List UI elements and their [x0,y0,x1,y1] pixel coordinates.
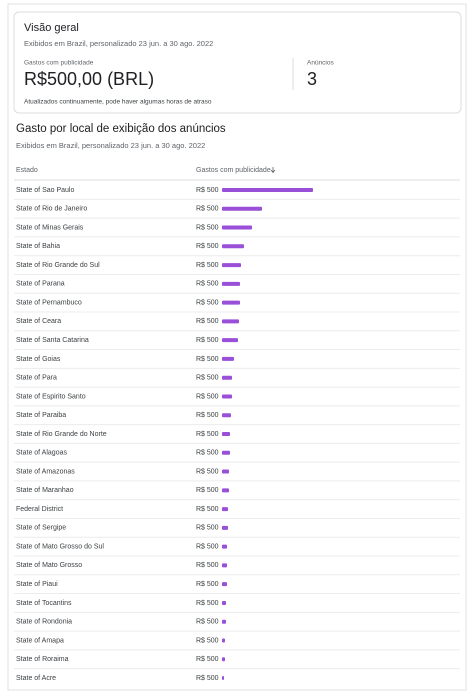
state-name: Federal District [16,506,63,513]
spend-amount: R$ 500 [196,525,219,532]
spend-bar [222,488,229,493]
spend-value: R$500,00 (BRL) [24,69,154,89]
state-name: State of Rondonia [16,619,72,626]
spend-amount: R$ 500 [196,337,219,344]
spend-amount: R$ 500 [196,468,219,475]
section-subtitle: Exibidos em Brazil, personalizado 23 jun… [16,141,205,150]
spend-bar [222,432,230,437]
spend-bar [222,582,227,587]
spend-amount: R$ 500 [196,299,219,306]
state-name: State of Minas Gerais [16,224,84,231]
state-name: State of Bahia [16,243,60,250]
spend-bar [222,319,239,324]
spend-bar [222,563,227,568]
state-name: State of Alagoas [16,450,67,457]
state-name: State of Piaui [16,581,58,588]
state-name: State of Rio de Janeiro [16,206,87,213]
spend-amount: R$ 500 [196,619,219,626]
spend-bar [222,544,227,549]
spend-amount: R$ 500 [196,581,219,588]
overview-note: Atualizados continuamente, pode haver al… [24,99,212,106]
spend-bar [222,676,224,681]
overview-title: Visão geral [24,22,79,34]
spend-amount: R$ 500 [196,562,219,569]
state-name: State of Pernambuco [16,299,82,306]
spend-amount: R$ 500 [196,281,219,288]
state-name: State of Paraiba [16,412,66,419]
state-name: State of Sao Paulo [16,187,74,194]
state-name: State of Espirito Santo [16,393,86,400]
spend-amount: R$ 500 [196,412,219,419]
state-name: State of Amapa [16,637,64,644]
spend-bar [222,413,231,418]
spend-bar [222,600,226,605]
spend-bar [222,375,232,380]
spend-bar [222,507,228,512]
spend-bar [222,469,229,474]
spend-amount: R$ 500 [196,262,219,269]
ads-value: 3 [307,69,317,89]
panel-frame [7,3,467,691]
spend-bar [222,225,252,230]
spend-label: Gastos com publicidade [24,60,94,67]
spend-bar [222,300,240,305]
spend-bar [222,338,238,343]
column-header: Estado [16,167,38,174]
state-name: State of Ceara [16,318,61,325]
spend-amount: R$ 500 [196,450,219,457]
column-header[interactable]: Gastos com publicidade [196,167,271,174]
ads-label: Anúncios [307,60,334,67]
sort-arrow[interactable] [270,167,276,174]
state-name: State of Mato Grosso [16,562,82,569]
overview-subtitle: Exibidos em Brazil, personalizado 23 jun… [24,39,213,48]
state-name: State of Roraima [16,656,69,663]
state-name: State of Goias [16,356,61,363]
state-name: State of Mato Grosso do Sul [16,543,104,550]
spend-amount: R$ 500 [196,431,219,438]
spend-amount: R$ 500 [196,224,219,231]
spend-bar [222,619,226,624]
spend-bar [222,394,232,399]
spend-bar [222,450,230,455]
spend-bar [222,188,313,192]
overview-card [13,11,462,114]
spend-amount: R$ 500 [196,600,219,607]
state-name: State of Rio Grande do Sul [16,262,100,269]
state-name: State of Maranhao [16,487,74,494]
spend-amount: R$ 500 [196,656,219,663]
state-name: State of Parana [16,281,65,288]
rows: State of Sao Paulo R$ 500 State of Rio de … [14,187,460,682]
spend-amount: R$ 500 [196,318,219,325]
spend-bar [222,244,244,249]
state-name: State of Sergipe [16,525,66,532]
state-name: State of Rio Grande do Norte [16,431,107,438]
state-name: State of Para [16,375,57,382]
spend-amount: R$ 500 [196,543,219,550]
spend-amount: R$ 500 [196,243,219,250]
state-name: State of Amazonas [16,468,75,475]
spend-amount: R$ 500 [196,506,219,513]
spend-bar [222,657,225,662]
state-name: State of Acre [16,675,56,682]
state-name: State of Tocantins [16,600,72,607]
spend-amount: R$ 500 [196,187,219,194]
spend-amount: R$ 500 [196,206,219,213]
spend-bar [222,206,262,211]
spend-amount: R$ 500 [196,375,219,382]
section-title: Gasto por local de exibição dos anúncios [16,123,226,135]
state-name: State of Santa Catarina [16,337,89,344]
spend-amount: R$ 500 [196,675,219,682]
spend-bar [222,638,225,643]
spend-amount: R$ 500 [196,637,219,644]
spend-amount: R$ 500 [196,487,219,494]
spend-bar [222,525,228,530]
spend-amount: R$ 500 [196,393,219,400]
spend-bar [222,263,241,268]
spend-bar [222,281,240,286]
spend-amount: R$ 500 [196,356,219,363]
spend-bar [222,356,234,361]
